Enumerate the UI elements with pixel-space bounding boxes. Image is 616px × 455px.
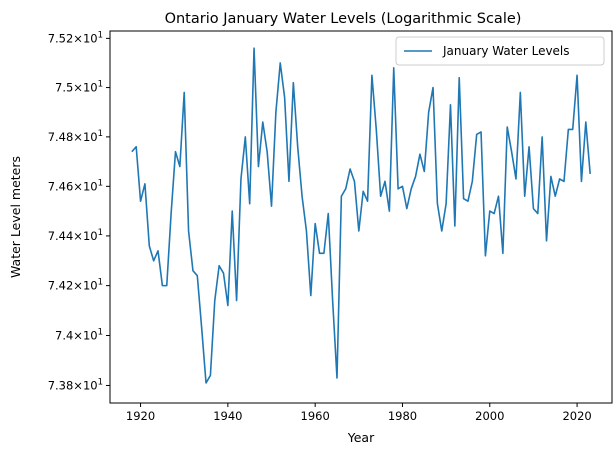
x-axis-label: Year — [347, 430, 375, 445]
y-tick-label: 7.52×101 — [48, 30, 103, 45]
x-tick-label: 1920 — [126, 409, 155, 423]
y-axis-label: Water Level meters — [8, 156, 23, 278]
legend-box — [395, 36, 605, 66]
x-tick-label: 1960 — [301, 409, 330, 423]
x-axis: 1920 1940 1960 1980 2000 2020 — [126, 403, 592, 423]
y-tick-label: 7.48×101 — [48, 129, 103, 144]
y-tick-label: 7.44×101 — [48, 228, 103, 243]
x-tick-label: 2000 — [475, 409, 504, 423]
legend: January Water Levels — [395, 36, 605, 66]
y-tick-label: 7.46×101 — [48, 178, 103, 193]
legend-label: January Water Levels — [442, 44, 570, 58]
plot-frame — [109, 30, 613, 404]
y-tick-label: 7.5×101 — [55, 80, 103, 95]
y-tick-label: 7.4×101 — [55, 327, 103, 342]
x-tick-label: 1940 — [213, 409, 242, 423]
y-tick-label: 7.38×101 — [48, 377, 103, 392]
y-tick-label: 7.42×101 — [48, 278, 103, 293]
plot-area — [131, 47, 591, 384]
chart-title: Ontario January Water Levels (Logarithmi… — [165, 11, 522, 27]
x-tick-label: 1980 — [388, 409, 417, 423]
series-line-0 — [131, 47, 591, 384]
x-tick-label: 2020 — [562, 409, 591, 423]
y-axis: 7.38×101 7.4×101 7.42×101 7.44×101 7.46×101 7… — [48, 30, 110, 392]
